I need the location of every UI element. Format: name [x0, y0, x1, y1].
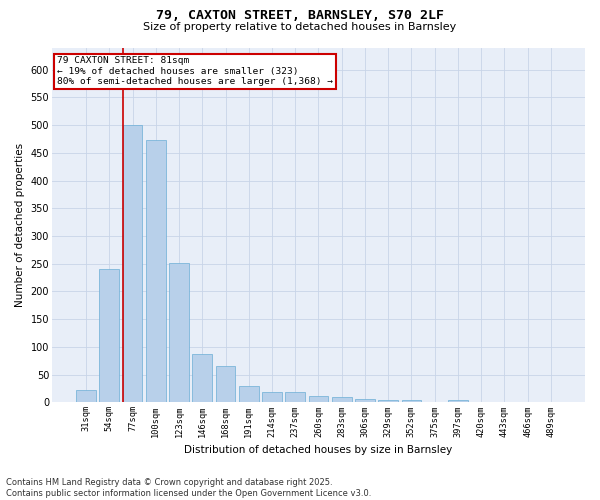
Bar — [355, 398, 375, 402]
Bar — [379, 400, 398, 402]
Bar — [401, 400, 421, 402]
Text: Contains HM Land Registry data © Crown copyright and database right 2025.
Contai: Contains HM Land Registry data © Crown c… — [6, 478, 371, 498]
Bar — [76, 390, 96, 402]
Bar — [262, 392, 282, 402]
Text: 79, CAXTON STREET, BARNSLEY, S70 2LF: 79, CAXTON STREET, BARNSLEY, S70 2LF — [156, 9, 444, 22]
Y-axis label: Number of detached properties: Number of detached properties — [15, 143, 25, 307]
Bar — [169, 262, 189, 402]
Bar — [308, 396, 328, 402]
Text: Size of property relative to detached houses in Barnsley: Size of property relative to detached ho… — [143, 22, 457, 32]
Bar — [193, 354, 212, 403]
Text: 79 CAXTON STREET: 81sqm
← 19% of detached houses are smaller (323)
80% of semi-d: 79 CAXTON STREET: 81sqm ← 19% of detache… — [57, 56, 333, 86]
Bar — [332, 398, 352, 402]
Bar — [286, 392, 305, 402]
Bar — [146, 140, 166, 402]
X-axis label: Distribution of detached houses by size in Barnsley: Distribution of detached houses by size … — [184, 445, 452, 455]
Bar — [122, 125, 142, 402]
Bar — [215, 366, 235, 402]
Bar — [100, 270, 119, 402]
Bar — [239, 386, 259, 402]
Bar — [448, 400, 468, 402]
